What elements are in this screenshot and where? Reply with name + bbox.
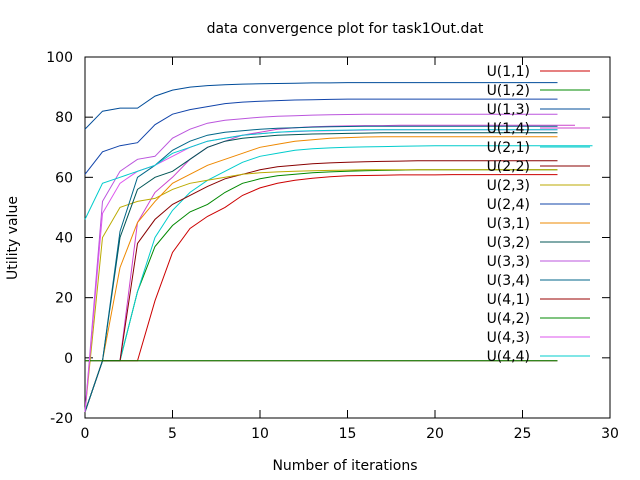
legend-label: U(1,3) — [487, 102, 530, 118]
legend-label: U(3,4) — [487, 273, 530, 289]
series-line-4 — [84, 124, 575, 413]
y-tick-label: 80 — [55, 110, 73, 126]
legend-label: U(2,4) — [487, 197, 530, 213]
legend: U(1,1) U(1,2) U(1,3) U(1,4) U(2,1) U(2,2) U(2,… — [487, 64, 590, 365]
x-axis-label: Number of iterations — [272, 458, 417, 474]
legend-label: U(3,1) — [487, 216, 530, 232]
y-tick-label: 20 — [55, 291, 73, 307]
legend-label: U(4,3) — [487, 330, 530, 346]
legend-label: U(2,2) — [487, 159, 530, 175]
x-tick-label: 15 — [339, 426, 357, 442]
legend-label: U(2,3) — [487, 178, 530, 194]
x-tick-label: 5 — [168, 426, 177, 442]
legend-label: U(4,1) — [487, 292, 530, 308]
x-tick-label: 0 — [81, 426, 90, 442]
y-tick-label: -20 — [50, 411, 73, 427]
legend-label: U(4,4) — [487, 349, 530, 365]
series-line-11 — [84, 113, 558, 413]
y-tick-label: 60 — [55, 170, 73, 186]
series-line-7 — [84, 169, 558, 413]
legend-label: U(1,4) — [487, 121, 530, 137]
series-line-12 — [84, 125, 558, 413]
legend-label: U(4,2) — [487, 311, 530, 327]
x-tick-label: 20 — [426, 426, 444, 442]
legend-label: U(1,2) — [487, 83, 530, 99]
legend-label: U(2,1) — [487, 140, 530, 156]
series-line-8 — [84, 98, 558, 175]
plot-area: 0 5 10 15 20 25 30 -20 0 20 40 60 80 100 — [46, 50, 619, 442]
y-tick-label: 100 — [46, 50, 73, 66]
x-tick-label: 10 — [251, 426, 269, 442]
series-line-10 — [84, 132, 558, 413]
x-tick-label: 25 — [514, 426, 532, 442]
y-axis-label: Utility value — [5, 196, 21, 280]
series-line-6 — [84, 160, 558, 413]
legend-label: U(3,3) — [487, 254, 530, 270]
series-line-9 — [84, 136, 558, 413]
x-tick-label: 30 — [601, 426, 619, 442]
series-line-1 — [84, 174, 558, 413]
plot-border — [84, 56, 611, 419]
legend-label: U(1,1) — [487, 64, 530, 80]
series-line-5 — [84, 145, 593, 413]
legend-label: U(3,2) — [487, 235, 530, 251]
series-line-16 — [84, 129, 558, 220]
y-tick-label: 0 — [64, 351, 73, 367]
series-line-3 — [84, 82, 558, 130]
y-tick-label: 40 — [55, 231, 73, 247]
chart-title: data convergence plot for task1Out.dat — [207, 21, 484, 37]
